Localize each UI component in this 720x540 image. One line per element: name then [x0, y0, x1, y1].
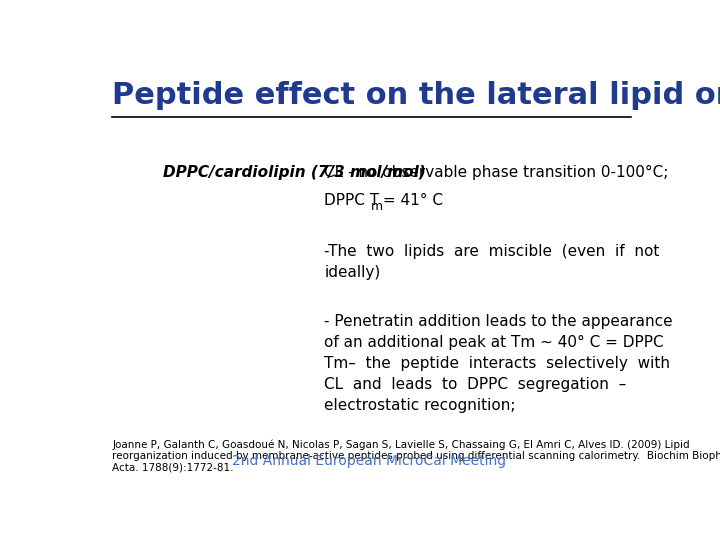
Text: m: m [371, 200, 383, 213]
Text: - Penetratin addition leads to the appearance
of an additional peak at Tm ∼ 40° : - Penetratin addition leads to the appea… [324, 314, 673, 413]
Text: Joanne P, Galanth C, Goasdoué N, Nicolas P, Sagan S, Lavielle S, Chassaing G, El: Joanne P, Galanth C, Goasdoué N, Nicolas… [112, 439, 720, 472]
Text: DPPC/cardiolipin (7/3 mol/mol): DPPC/cardiolipin (7/3 mol/mol) [163, 165, 426, 180]
Text: CL - no observable phase transition 0-100°C;: CL - no observable phase transition 0-10… [324, 165, 669, 180]
Text: = 41° C: = 41° C [378, 193, 443, 208]
Text: -The  two  lipids  are  miscible  (even  if  not
ideally): -The two lipids are miscible (even if no… [324, 244, 660, 280]
Text: 2nd Annual European MicroCal Meeting: 2nd Annual European MicroCal Meeting [232, 454, 506, 468]
Text: DPPC T: DPPC T [324, 193, 379, 208]
Text: Peptide effect on the lateral lipid organization: Peptide effect on the lateral lipid orga… [112, 82, 720, 111]
